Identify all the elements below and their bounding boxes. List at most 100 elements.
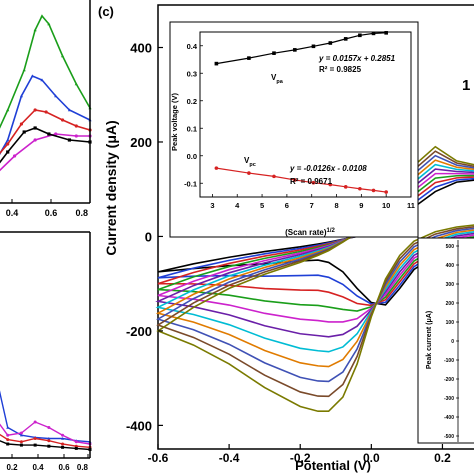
inset-series-vpc-point <box>358 186 362 191</box>
panel-c-cv-curve-10 <box>156 150 474 398</box>
inset-series-vpc-line <box>216 167 387 193</box>
inset-series-vpc-point <box>371 188 376 193</box>
panel-top-left-series-5-point <box>67 138 72 142</box>
inset-peak-current-y-label: Peak current (μA) <box>426 311 433 369</box>
panel-bottom-left-x-tick-label: 0.8 <box>77 463 89 472</box>
panel-c-cv-curve-5 <box>157 172 474 323</box>
panel-c-frame <box>157 4 474 450</box>
panel-bottom-left-series-3-point <box>33 437 37 440</box>
panel-c-cv-curve-4 <box>157 174 474 312</box>
panel-top-left-series-4-point <box>12 154 17 158</box>
panel-c-cv-curve-2 <box>157 177 474 305</box>
panel-c-y-tick-label: 200 <box>130 135 152 150</box>
inset-series-vpa-point <box>311 44 316 49</box>
inset-peak-voltage-x-ticks: 3 4 5 6 7 8 9 10 11 <box>210 194 415 210</box>
inset-peak-voltage-y-tick-label: 0.2 <box>187 97 197 106</box>
panel-bottom-left-series-4-point <box>74 446 78 450</box>
panel-top-left-series-1-point <box>47 22 51 26</box>
panel-top-left-series-3-point <box>19 122 24 126</box>
panel-c-cv-curve-9 <box>155 154 474 383</box>
panel-top-left-series-1-point <box>60 54 65 58</box>
panel-bottom-left-series-4-point <box>19 443 23 447</box>
panel-c-cv-curve-1 <box>157 179 474 306</box>
panel-bottom-left-series-3-point <box>61 442 65 446</box>
inset-series-vpc-point <box>328 182 333 187</box>
panel-top-left-x-ticks: 0.4 0.6 0.8 <box>6 199 91 218</box>
inset-peak-voltage-x-tick-label: 6 <box>285 201 289 210</box>
panel-top-left-series-4-point <box>33 138 37 142</box>
panel-c-y-tick-label: -400 <box>126 418 152 433</box>
panel-bottom-left-series-3-point <box>47 439 51 443</box>
panel-c-cv-curve-11 <box>156 145 474 413</box>
panel-top-left-series-3-point <box>60 118 65 122</box>
inset-peak-voltage-y-tick-label: 0.1 <box>187 124 197 133</box>
inset-peak-voltage-y-tick-label: -0.1 <box>184 179 197 188</box>
inset-vpc-label: Vpc <box>244 156 256 168</box>
panel-top-left-series-1-point <box>6 108 10 112</box>
panel-bottom-left-series-4-point <box>61 445 65 449</box>
panel-c-cv-curve-6 <box>155 168 474 338</box>
panel-top-left-plot <box>0 14 92 172</box>
panel-bottom-left-x-tick-label: 0.2 <box>6 463 18 472</box>
inset-peak-voltage-x-tick-label: 10 <box>382 201 390 210</box>
inset-series-vpc-point <box>247 171 251 175</box>
panel-bottom-left-plot <box>0 390 92 451</box>
panel-bottom-left-series-2-point <box>74 440 78 444</box>
inset-series-vpc-point <box>311 180 316 185</box>
panel-bottom-left-series-2-point <box>61 433 65 437</box>
panel-top-left-series-2-point <box>40 78 44 82</box>
inset-peak-voltage-plot <box>199 31 412 198</box>
panel-c-x-tick-label: 0.0 <box>363 451 380 465</box>
panel-top-left-series-5-point <box>33 126 37 130</box>
panel-c-y-tick-label: 0 <box>145 229 152 244</box>
panel-top-left-series-2-point <box>67 108 72 112</box>
panel-bottom-left-series-2-line <box>0 421 91 445</box>
inset-series-vpa-point <box>293 48 297 52</box>
inset-peak-voltage-x-tick-label: 5 <box>260 201 264 210</box>
panel-top-left-series-2-line <box>0 74 91 156</box>
panel-bottom-left-x-ticks: 0.2 0.4 0.6 0.8 <box>6 454 89 472</box>
panel-top-left-series-1-point <box>22 68 26 72</box>
panel-top-left: 0.4 0.6 0.8 <box>0 0 92 218</box>
inset-peak-current-y-tick-label: -300 <box>444 396 454 402</box>
panel-top-left-series-3-point <box>74 124 78 128</box>
inset-series-vpa-point <box>328 41 333 45</box>
panel-top-left-series-2-point <box>54 94 58 98</box>
inset-peak-current-y-tick-label: 300 <box>446 282 455 288</box>
inset-series-vpc-point <box>384 190 388 194</box>
inset-series-vpa-point <box>358 33 362 38</box>
inset-peak-current-y-tick-label: -200 <box>444 377 454 383</box>
panel-top-left-series-3-point <box>33 108 37 112</box>
panel-bottom-left-series-2-point <box>33 420 37 424</box>
panel-c-label: (c) <box>98 4 114 19</box>
panel-c-y-ticks: -400 -200 0 200 400 <box>126 41 163 433</box>
inset-peak-voltage-y-tick-label: 0.0 <box>187 152 197 161</box>
inset-peak-current-y-tick-label: -100 <box>444 358 454 364</box>
inset-peak-current-y-tick-label: 100 <box>446 320 455 326</box>
panel-bottom-left-series-1-point <box>61 437 65 440</box>
panel-c-y-tick-label: 400 <box>130 41 152 56</box>
panel-top-left-series-3-point <box>6 142 10 146</box>
panel-top-left-series-2-point <box>19 94 24 98</box>
panel-c-y-axis-label: Current density (μA) <box>103 120 119 255</box>
inset-series-vpa-point <box>272 51 276 55</box>
panel-c-cv-curve-8 <box>155 159 474 368</box>
inset-series-vpa-point <box>247 56 251 60</box>
inset-series-vpa-point <box>343 37 348 41</box>
inset-series-vpa-point <box>214 61 219 66</box>
inset-peak-voltage-x-tick-label: 4 <box>235 201 240 210</box>
panel-bottom-left-series-3-point <box>6 438 10 442</box>
panel-c-y-tick-label: -200 <box>126 324 152 339</box>
panel-top-left-series-1-point <box>74 82 78 86</box>
inset-peak-current-y-tick-label: -500 <box>444 434 454 440</box>
panel-bottom-left-series-4-point <box>6 442 10 446</box>
inset-peak-voltage-y-label: Peak voltage (V) <box>170 93 179 151</box>
panel-bottom-left-x-tick-label: 0.4 <box>32 463 44 472</box>
inset-peak-voltage: -0.1 0.0 0.1 0.2 0.3 0.4 3 4 5 6 7 8 9 10 11 Peak vol… <box>169 21 419 238</box>
inset-peak-current-y-tick-label: 400 <box>446 263 455 269</box>
panel-c-x-tick-label: -0.6 <box>148 451 169 465</box>
panel-top-left-x-tick-label: 0.6 <box>45 208 58 218</box>
panel-top-left-series-3-line <box>0 109 91 155</box>
panel-c-cv-curve-3 <box>157 176 474 307</box>
